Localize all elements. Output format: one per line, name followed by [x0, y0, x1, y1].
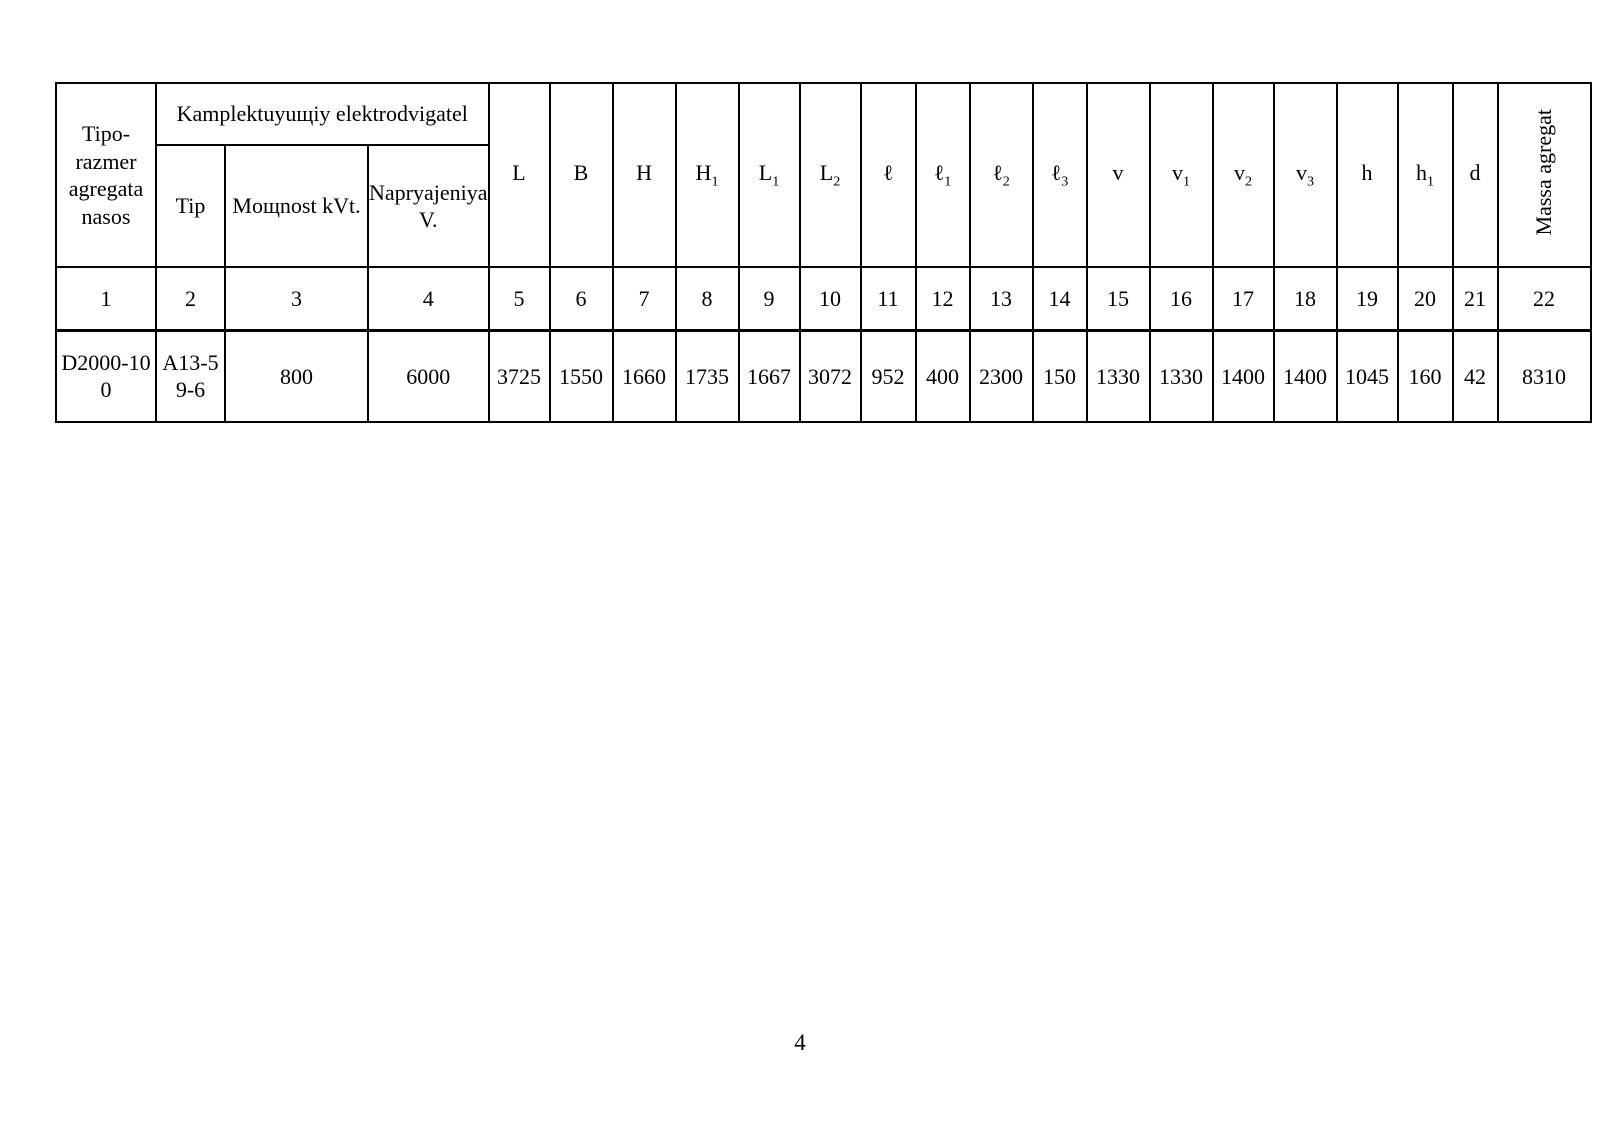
- dim-base: v: [1171, 160, 1183, 185]
- value-voltage: 6000: [367, 328, 490, 423]
- col-index-4: 4: [367, 266, 490, 331]
- col-index-16: 16: [1148, 266, 1214, 331]
- col-index-7: 7: [611, 266, 677, 331]
- dim-sub: 1: [772, 173, 780, 190]
- value-big-h1: 1735: [674, 328, 740, 423]
- value-v2: 1400: [1211, 328, 1275, 423]
- header-col-big-l2: L2: [798, 82, 862, 268]
- dim-base: v: [1295, 160, 1307, 185]
- dim-base: L: [819, 160, 834, 185]
- col-index-20: 20: [1396, 266, 1454, 331]
- header-massa-label: Massa agregat: [1530, 108, 1556, 235]
- dim-base: L: [758, 160, 773, 185]
- value-d: 42: [1451, 328, 1499, 423]
- value-power: 800: [224, 328, 369, 423]
- dim-sub: 1: [1426, 173, 1435, 190]
- header-col-big-h1: H1: [674, 82, 740, 268]
- value-ell1: 400: [914, 328, 971, 423]
- col-index-19: 19: [1335, 266, 1399, 331]
- dim-base: ℓ: [933, 160, 945, 185]
- dim-base: ℓ: [882, 160, 894, 185]
- value-big-l2: 3072: [798, 328, 862, 423]
- col-index-14: 14: [1031, 266, 1088, 331]
- header-col-small-h1: h1: [1396, 82, 1454, 268]
- value-big-l: 3725: [487, 328, 551, 423]
- dim-base: H: [636, 160, 652, 185]
- dim-base: h: [1361, 160, 1373, 185]
- value-small-h1: 160: [1396, 328, 1454, 423]
- col-index-15: 15: [1085, 266, 1151, 331]
- dim-base: d: [1469, 160, 1481, 185]
- header-col-big-b: B: [548, 82, 614, 268]
- header-col-big-h: H: [611, 82, 677, 268]
- dim-sub: 1: [944, 173, 952, 190]
- header-col-d: d: [1451, 82, 1499, 268]
- header-col-ell2: ℓ2: [968, 82, 1034, 268]
- col-index-18: 18: [1272, 266, 1338, 331]
- col-index-8: 8: [674, 266, 740, 331]
- value-massa: 8310: [1496, 328, 1592, 423]
- col-index-21: 21: [1451, 266, 1499, 331]
- value-v: 1330: [1085, 328, 1151, 423]
- col-index-5: 5: [487, 266, 551, 331]
- value-big-l1: 1667: [737, 328, 801, 423]
- header-col-v2: v2: [1211, 82, 1275, 268]
- header-col-big-l1: L1: [737, 82, 801, 268]
- dim-base: ℓ: [992, 160, 1003, 185]
- header-voltage: Napryajeniya V.: [367, 144, 490, 268]
- header-col-ell3: ℓ3: [1031, 82, 1088, 268]
- header-col-v1: v1: [1148, 82, 1214, 268]
- col-index-13: 13: [968, 266, 1034, 331]
- col-index-11: 11: [859, 266, 917, 331]
- dim-sub: 2: [1002, 173, 1010, 190]
- value-v3: 1400: [1272, 328, 1338, 423]
- dim-sub: 3: [1061, 173, 1069, 190]
- dim-sub: 2: [1244, 173, 1253, 190]
- col-index-3: 3: [224, 266, 369, 331]
- dim-sub: 1: [1182, 173, 1191, 190]
- header-tiporazmer: Tipo-razmer agregata nasos: [55, 82, 157, 268]
- header-power: Moщnost kVt.: [224, 144, 369, 268]
- header-massa: Massa agregat: [1496, 82, 1592, 268]
- header-col-v3: v3: [1272, 82, 1338, 268]
- dim-sub: 3: [1306, 173, 1315, 190]
- col-index-2: 2: [155, 266, 226, 331]
- value-ell2: 2300: [968, 328, 1034, 423]
- value-tiporazmer: D2000-100: [55, 328, 157, 423]
- dim-base: ℓ: [1050, 160, 1062, 185]
- header-col-small-h: h: [1335, 82, 1399, 268]
- value-small-h: 1045: [1335, 328, 1399, 423]
- value-ell3: 150: [1031, 328, 1088, 423]
- value-tip: A13-59-6: [155, 328, 226, 423]
- col-index-22: 22: [1496, 266, 1592, 331]
- col-index-17: 17: [1211, 266, 1275, 331]
- value-big-b: 1550: [548, 328, 614, 423]
- dim-base: H: [695, 160, 712, 185]
- dim-sub: 2: [833, 173, 841, 190]
- dim-base: h: [1415, 160, 1427, 185]
- col-index-6: 6: [548, 266, 614, 331]
- pump-spec-table: Tipo-razmer agregata nasos Kamplektuyuщi…: [55, 82, 1592, 423]
- dim-base: v: [1233, 160, 1245, 185]
- col-index-1: 1: [55, 266, 157, 331]
- dim-base: v: [1112, 160, 1124, 185]
- header-col-big-l: L: [487, 82, 551, 268]
- value-v1: 1330: [1148, 328, 1214, 423]
- col-index-9: 9: [737, 266, 801, 331]
- col-index-12: 12: [914, 266, 971, 331]
- page-number: 4: [794, 1030, 806, 1055]
- header-col-ell1: ℓ1: [914, 82, 971, 268]
- header-motor-group: Kamplektuyuщiy elektrodvigatel: [155, 82, 490, 146]
- header-tip: Tip: [155, 144, 226, 268]
- dim-base: L: [512, 160, 526, 185]
- value-big-h: 1660: [611, 328, 677, 423]
- col-index-10: 10: [798, 266, 862, 331]
- header-col-v: v: [1085, 82, 1151, 268]
- header-col-ell: ℓ: [859, 82, 917, 268]
- dim-base: B: [573, 160, 589, 185]
- dim-sub: 1: [711, 173, 719, 190]
- value-ell: 952: [859, 328, 917, 423]
